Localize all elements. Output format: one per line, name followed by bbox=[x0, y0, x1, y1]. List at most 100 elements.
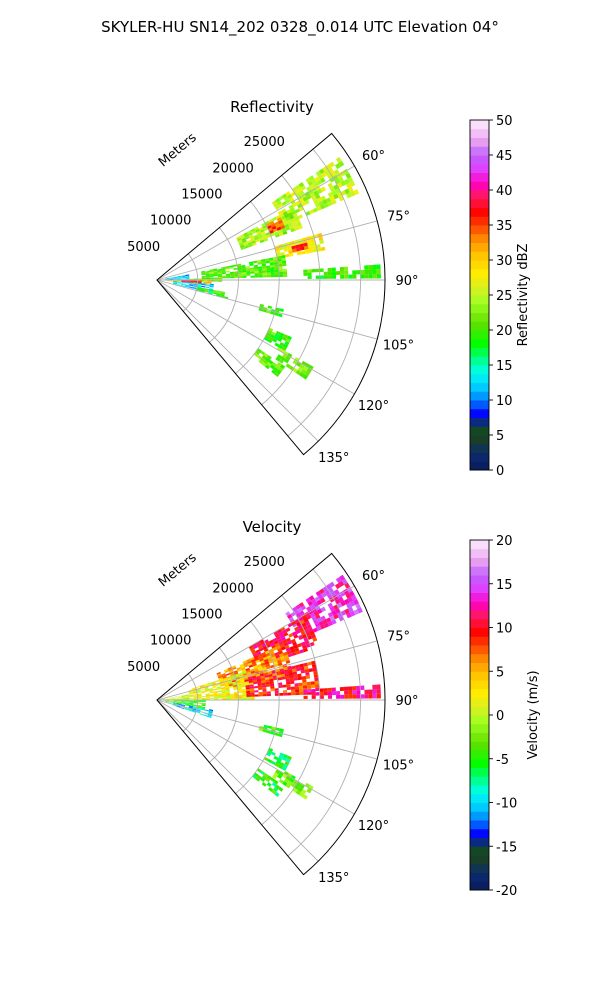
echo-cell bbox=[344, 690, 349, 695]
echo-cell bbox=[246, 271, 251, 275]
echo-cell bbox=[278, 271, 284, 275]
colorbar-segment bbox=[470, 190, 489, 200]
echo-cell bbox=[282, 230, 288, 235]
echo-cell bbox=[327, 695, 333, 699]
echo-cell bbox=[314, 176, 320, 182]
echo-cell bbox=[188, 286, 193, 289]
echo-cell bbox=[197, 705, 202, 707]
echo-cell bbox=[234, 694, 239, 697]
colorbar-segment bbox=[470, 356, 489, 366]
echo-cell bbox=[273, 755, 279, 761]
echo-cell bbox=[246, 690, 251, 694]
echo-cell bbox=[283, 248, 289, 253]
echo-cell bbox=[238, 674, 244, 678]
echo-cell bbox=[309, 603, 316, 610]
echo-cell bbox=[249, 263, 254, 266]
echo-cell bbox=[224, 683, 229, 686]
echo-cell bbox=[177, 282, 182, 284]
echo-cell bbox=[191, 687, 196, 690]
colorbar-segment bbox=[470, 347, 489, 357]
echo-cell bbox=[299, 688, 304, 693]
echo-cell bbox=[364, 274, 369, 279]
echo-cell bbox=[310, 684, 316, 689]
echo-cell bbox=[274, 333, 280, 338]
echo-cell bbox=[250, 694, 255, 697]
echo-cell bbox=[304, 371, 310, 377]
echo-cell bbox=[192, 688, 197, 691]
echo-cell bbox=[286, 244, 292, 249]
echo-cell bbox=[224, 686, 230, 689]
echo-cell bbox=[189, 695, 194, 697]
echo-cell bbox=[228, 265, 234, 268]
echo-cell bbox=[288, 616, 294, 622]
colorbar-tick-label: -10 bbox=[496, 797, 517, 812]
echo-cell bbox=[291, 245, 296, 250]
echo-cell bbox=[306, 606, 312, 612]
echo-cell bbox=[276, 255, 282, 260]
echo-cell bbox=[233, 691, 239, 694]
echo-cell bbox=[225, 692, 231, 695]
echo-cell bbox=[299, 691, 304, 696]
echo-cell bbox=[261, 261, 266, 265]
echo-cell bbox=[250, 271, 255, 274]
echo-cell bbox=[312, 637, 318, 642]
echo-cell bbox=[177, 281, 182, 283]
echo-cell bbox=[279, 308, 284, 312]
echo-cell bbox=[347, 186, 354, 193]
echo-cell bbox=[254, 269, 259, 272]
echo-cell bbox=[315, 613, 321, 620]
echo-cell bbox=[205, 273, 210, 275]
echo-cell bbox=[298, 685, 304, 690]
echo-cell bbox=[173, 277, 178, 279]
echo-cell bbox=[262, 667, 267, 671]
echo-cell bbox=[229, 271, 235, 274]
echo-cell bbox=[224, 266, 230, 269]
echo-cell bbox=[315, 692, 320, 696]
echo-cell bbox=[209, 275, 214, 277]
echo-cell bbox=[188, 693, 194, 695]
colorbar-segment bbox=[470, 828, 489, 838]
echo-cell bbox=[297, 187, 303, 193]
echo-cell bbox=[266, 225, 272, 230]
echo-cell bbox=[233, 267, 238, 271]
echo-cell bbox=[258, 308, 263, 312]
echo-cell bbox=[262, 729, 267, 733]
echo-cell bbox=[274, 642, 280, 648]
echo-region bbox=[303, 684, 381, 699]
echo-cell bbox=[181, 280, 186, 282]
echo-cell bbox=[173, 702, 178, 703]
echo-cell bbox=[161, 698, 166, 700]
echo-cell bbox=[181, 697, 186, 699]
echo-cell bbox=[271, 200, 277, 206]
echo-cell bbox=[173, 277, 178, 279]
echo-cell bbox=[304, 782, 311, 789]
echo-cell bbox=[287, 692, 292, 696]
echo-cell bbox=[242, 275, 247, 278]
echo-cell bbox=[209, 273, 214, 276]
echo-cell bbox=[212, 291, 217, 294]
echo-cell bbox=[269, 334, 275, 339]
echo-cell bbox=[278, 366, 284, 372]
echo-cell bbox=[177, 701, 182, 703]
echo-cell bbox=[259, 239, 265, 244]
echo-cell bbox=[264, 639, 269, 644]
echo-cell bbox=[221, 688, 226, 691]
colorbar-tick-label: 5 bbox=[496, 429, 504, 444]
echo-cell bbox=[197, 283, 202, 285]
echo-cell bbox=[181, 701, 186, 702]
echo-cell bbox=[239, 663, 245, 668]
echo-cell bbox=[304, 640, 310, 645]
echo-cell bbox=[265, 641, 271, 646]
echo-cell bbox=[303, 689, 308, 693]
echo-cell bbox=[264, 650, 270, 655]
echo-cell bbox=[250, 670, 256, 674]
echo-cell bbox=[345, 602, 352, 609]
echo-cell bbox=[269, 678, 274, 682]
echo-cell bbox=[177, 702, 182, 704]
echo-cell bbox=[339, 270, 345, 275]
echo-cell bbox=[233, 688, 238, 691]
echo-cell bbox=[277, 774, 283, 779]
echo-region bbox=[265, 217, 286, 234]
echo-cell bbox=[306, 788, 312, 794]
echo-cell bbox=[335, 271, 341, 275]
